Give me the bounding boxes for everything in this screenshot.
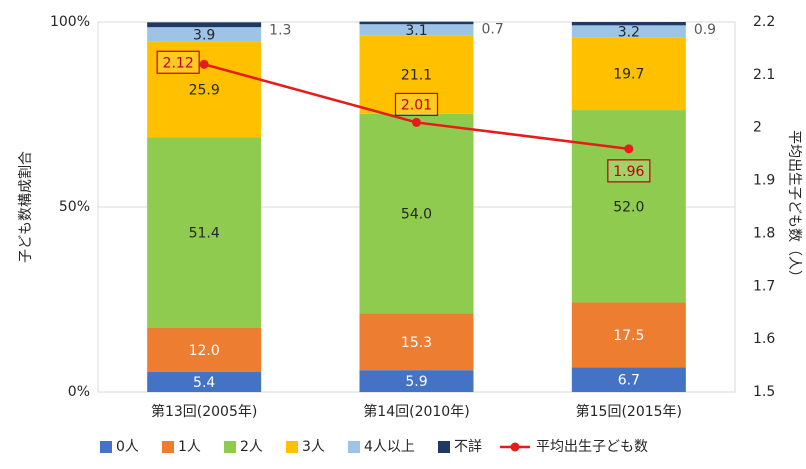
legend-swatch (348, 441, 360, 453)
bar-segment (359, 370, 474, 392)
bar-segment (359, 35, 474, 114)
bar-segment (147, 327, 262, 373)
data-label: 0.7 (482, 22, 504, 38)
line-data-label: 2.01 (401, 97, 432, 113)
bar-segment (147, 372, 262, 392)
y2-tick-label: 1.7 (753, 278, 775, 294)
legend-label: 不詳 (454, 439, 482, 455)
legend-label: 2人 (240, 439, 263, 455)
y2-tick-label: 1.9 (753, 173, 775, 189)
y-tick-label: 0% (68, 384, 90, 400)
bar-segment (147, 137, 262, 328)
legend-line-marker (510, 442, 520, 452)
data-label: 3.1 (405, 23, 427, 39)
bar-segment (571, 22, 686, 26)
data-label: 12.0 (189, 343, 220, 359)
bar-segment (359, 313, 474, 371)
line-point (199, 59, 209, 69)
bar-segment (571, 367, 686, 392)
legend-label: 平均出生子ども数 (536, 439, 648, 455)
y-axis-title: 子ども数構成割合 (17, 151, 34, 263)
x-tick-label: 第14回(2010年) (363, 403, 469, 420)
line-point (412, 117, 421, 127)
legend-label: 1人 (178, 439, 201, 455)
y2-axis-title: 平均出生子ども数（人） (786, 130, 802, 284)
legend-swatch (286, 441, 298, 453)
legend-swatch (224, 441, 236, 453)
x-tick-label: 第13回(2005年) (151, 403, 257, 420)
average-line: 2.12 2.01 1.96 (156, 50, 651, 183)
y2-tick-label: 2 (753, 120, 762, 136)
legend: 0人 1人 2人 3人 4人以上 不詳 平均出生子ども数 (100, 439, 648, 455)
y-tick-label: 100% (50, 14, 90, 30)
bar-segment (359, 113, 474, 314)
data-label: 19.7 (613, 67, 644, 83)
line-label-box (156, 50, 200, 74)
legend-swatch (100, 441, 112, 453)
line-data-label: 1.96 (613, 164, 644, 180)
bar-segment (147, 27, 262, 42)
data-label: 0.9 (694, 22, 716, 38)
data-label: 25.9 (189, 83, 220, 99)
y2-tick-label: 2.2 (753, 14, 775, 30)
bar-segment (359, 24, 474, 36)
legend-swatch (438, 441, 450, 453)
data-label: 5.9 (405, 374, 427, 390)
y2-tick-label: 1.6 (753, 331, 775, 347)
y2-tick-label: 1.8 (753, 225, 775, 241)
data-label: 15.3 (401, 335, 432, 351)
bar-stacks: 5.4 12.0 51.4 25.9 3.9 1.3 5.9 15.3 54.0 21.1 3.1 0… (147, 21, 716, 392)
data-label: 3.2 (618, 24, 640, 40)
y2-tick-label: 1.5 (753, 384, 775, 400)
bar-segment (147, 41, 262, 138)
legend-label: 0人 (116, 439, 139, 455)
line-data-label: 2.12 (163, 55, 194, 71)
data-label: 6.7 (618, 373, 640, 389)
bar-segment (571, 302, 686, 368)
data-label: 52.0 (613, 199, 644, 215)
x-tick-label: 第15回(2015年) (576, 403, 682, 420)
line-label-box (607, 159, 651, 183)
bar-segment (571, 25, 686, 38)
line-point (624, 144, 634, 154)
line-label-box (394, 92, 439, 117)
data-label: 5.4 (193, 375, 215, 391)
y2-tick-label: 2.1 (753, 67, 775, 83)
data-label: 3.9 (193, 27, 215, 43)
data-label: 21.1 (401, 68, 432, 84)
legend-label: 4人以上 (364, 439, 415, 455)
legend-swatch (162, 441, 174, 453)
data-label: 17.5 (613, 328, 644, 344)
axes: 0% 50% 100% 1.5 1.6 1.7 1.8 1.9 2 2.1 2.2 第13回(2005… (17, 14, 802, 420)
bar-segment (147, 22, 262, 28)
data-label: 51.4 (189, 226, 220, 242)
data-label: 1.3 (269, 22, 291, 38)
data-label: 54.0 (401, 207, 432, 223)
legend-label: 3人 (302, 439, 325, 455)
bar-segment (571, 37, 686, 111)
bar-segment (571, 110, 686, 303)
bar-segment (359, 21, 474, 25)
y-tick-label: 50% (59, 199, 90, 215)
